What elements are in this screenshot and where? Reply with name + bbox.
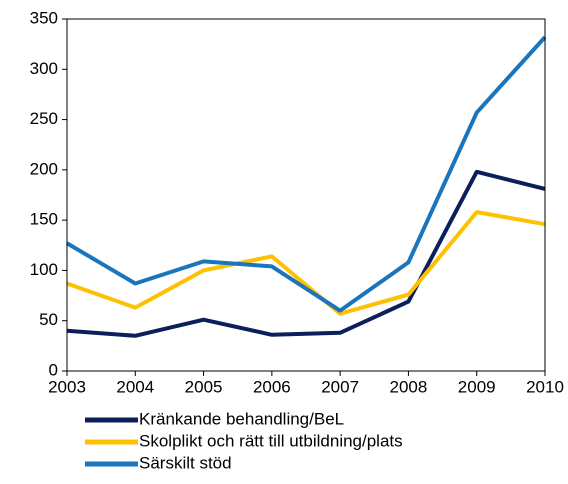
- series-line: [66, 210, 546, 316]
- legend-label: Skolplikt och rätt till utbildning/plats: [139, 431, 403, 450]
- y-tick-label: 100: [30, 260, 58, 279]
- y-tick-label: 250: [30, 109, 58, 128]
- x-tick-label: 2004: [116, 377, 154, 396]
- x-tick-label: 2005: [185, 377, 223, 396]
- y-tick-label: 300: [30, 59, 58, 78]
- y-tick-label: 350: [30, 8, 58, 27]
- legend-label: Särskilt stöd: [139, 453, 232, 472]
- x-tick-label: 2010: [526, 377, 564, 396]
- series-line: [66, 169, 546, 338]
- x-tick-label: 2009: [458, 377, 496, 396]
- y-tick-label: 200: [30, 159, 58, 178]
- legend-label: Kränkande behandling/BeL: [139, 409, 344, 428]
- x-tick-label: 2003: [48, 377, 86, 396]
- series-line: [65, 35, 547, 313]
- plot-frame: [66, 18, 546, 372]
- x-tick-label: 2006: [253, 377, 291, 396]
- x-tick-label: 2008: [390, 377, 428, 396]
- y-tick-label: 0: [49, 360, 58, 379]
- y-tick-label: 150: [30, 210, 58, 229]
- y-tick-label: 50: [39, 310, 58, 329]
- x-tick-label: 2007: [321, 377, 359, 396]
